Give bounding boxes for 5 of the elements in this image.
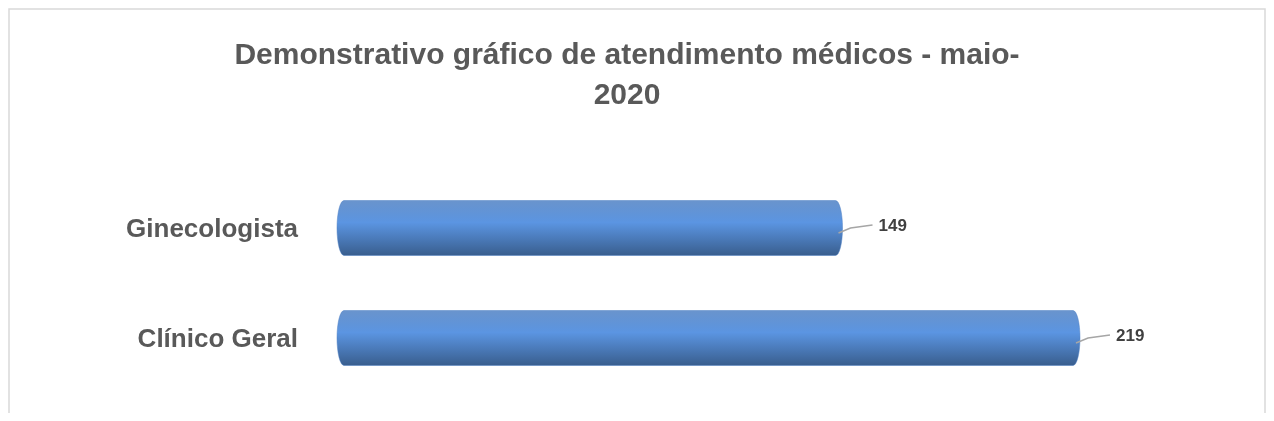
data-label: 219: [1116, 325, 1145, 345]
data-label: 149: [878, 215, 907, 235]
y-tick-label: Clínico Geral: [137, 323, 298, 353]
y-tick-label: Ginecologista: [126, 213, 299, 243]
chart-title: Demonstrativo gráfico de atendimento médicos - maio-2020: [234, 37, 1020, 110]
